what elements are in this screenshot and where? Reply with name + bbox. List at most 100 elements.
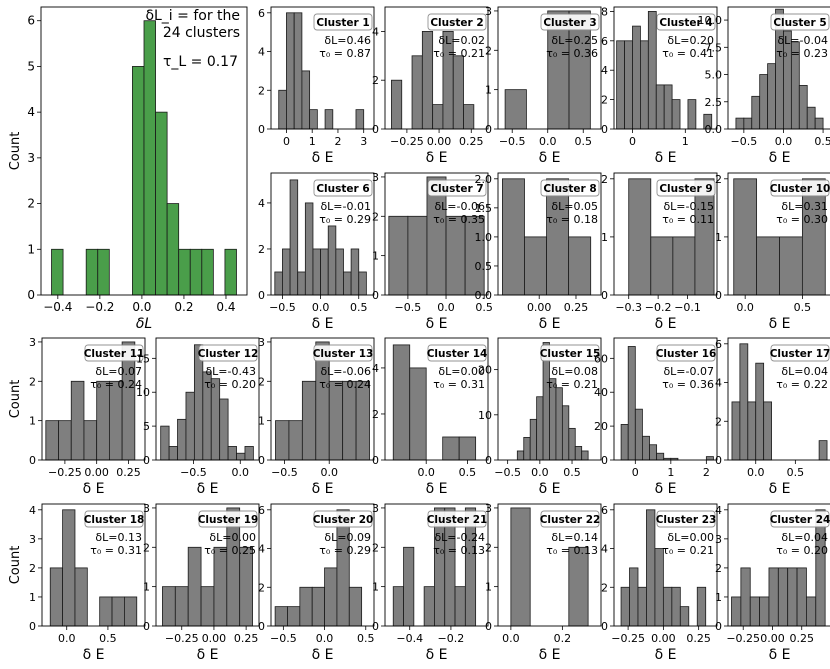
cluster-tau: τ₀ = 0.25 (204, 544, 256, 557)
histogram-bar (555, 387, 563, 461)
histogram-bar (166, 203, 180, 296)
histogram-bar (132, 66, 145, 296)
cluster-tau: τ₀ = 0.24 (90, 378, 142, 391)
y-tick-label: 4 (601, 543, 608, 556)
cluster-label: Cluster 20 (313, 514, 374, 526)
cluster-delta-l: δL=0.20 (667, 34, 714, 47)
cluster-tau: τ₀ = 0.20 (776, 544, 828, 557)
x-tick-label: 0.25 (564, 301, 589, 314)
y-tick-label: 2 (485, 541, 492, 554)
histogram-bar (185, 391, 195, 461)
x-tick-label: 0.0 (736, 301, 754, 314)
y-tick-label: 8 (601, 5, 608, 18)
histogram-bar (452, 55, 464, 130)
histogram-bar (324, 567, 338, 627)
y-tick-label: 0 (601, 123, 608, 136)
y-tick-label: 2 (372, 210, 379, 223)
x-tick-label: 0.00 (202, 632, 227, 645)
histogram-bar (324, 109, 334, 130)
y-tick-label: 15 (136, 352, 150, 365)
histogram-bar (529, 418, 538, 461)
histogram-bar (178, 248, 191, 296)
x-tick-label: 0.0 (747, 466, 765, 479)
x-tick-label: −0.2 (645, 301, 672, 314)
y-tick-label: 0 (601, 289, 608, 302)
histogram-bar (637, 586, 647, 627)
axes-frame (41, 337, 146, 461)
y-tick-label: 0 (485, 620, 492, 633)
x-tick-label: 0.25 (116, 466, 141, 479)
y-tick-label: 2 (601, 581, 608, 594)
cluster-badge (313, 179, 373, 197)
histogram-bar (524, 236, 547, 296)
axes-frame (613, 503, 718, 627)
x-tick-label: 0.00 (84, 466, 109, 479)
cluster-tau: τ₀ = 0.29 (319, 544, 371, 557)
cluster-label: Cluster 1 (316, 17, 369, 29)
x-tick-label: −0.2 (85, 300, 114, 314)
cluster-label: Cluster 5 (773, 17, 826, 29)
x-tick-label: −0.5 (270, 632, 297, 645)
histogram-bar (654, 548, 664, 627)
histogram-bar (642, 435, 650, 461)
histogram-bar (814, 117, 824, 130)
x-tick-label: 0.5 (814, 135, 830, 148)
x-tick-label: 2 (703, 466, 710, 479)
cluster-badge (84, 510, 144, 528)
y-tick-label: 1.0 (475, 231, 493, 244)
cluster-delta-l: δL=0.31 (781, 200, 828, 213)
cluster-delta-l: δL=0.46 (324, 34, 371, 47)
histogram-bar (634, 408, 643, 461)
histogram-bar (289, 179, 299, 296)
cluster-badge (656, 344, 716, 362)
x-axis-label: δ E (655, 150, 677, 166)
y-tick-label: 2 (601, 173, 608, 186)
x-tick-label: 0.5 (357, 632, 375, 645)
y-tick-label: 2.0 (475, 173, 493, 186)
y-tick-label: 1 (258, 415, 265, 428)
x-tick-label: 0.25 (234, 632, 259, 645)
histogram-bar (392, 344, 411, 461)
cluster-delta-l: δL=0.02 (438, 34, 485, 47)
axes-frame (497, 503, 602, 627)
y-tick-label: 3 (29, 533, 36, 546)
histogram-bar (174, 586, 189, 627)
y-tick-label: 3 (258, 336, 265, 349)
y-tick-label: 4 (372, 362, 379, 375)
main-annotation-line1: δL_i = for the (145, 8, 240, 24)
cluster-badge (656, 510, 716, 528)
x-tick-label: −0.5 (269, 301, 296, 314)
cluster-tau: τ₀ = 0.18 (546, 213, 598, 226)
cluster-tau: τ₀ = 0.31 (433, 378, 485, 391)
cluster-label: Cluster 3 (543, 17, 596, 29)
y-tick-label: 3 (27, 151, 35, 165)
y-tick-label: 1 (715, 231, 722, 244)
y-tick-label: 0 (258, 620, 265, 633)
cluster-tau: τ₀ = 0.11 (662, 213, 714, 226)
x-tick-label: 0.2 (174, 300, 193, 314)
histogram-bar (328, 380, 344, 461)
histogram-bar (288, 420, 303, 461)
cluster-histogram-24: −0.25 0.00 0.25 0 1 2 3 4 δ E Cluster 24 δL=0.04τ₀… (715, 503, 830, 663)
cluster-label: Cluster 21 (427, 514, 488, 526)
y-tick-label: 0.5 (475, 260, 493, 273)
histogram-bar (388, 215, 409, 296)
x-tick-label: 0.0 (502, 632, 520, 645)
cluster-delta-l: δL=-0.01 (320, 200, 371, 213)
cluster-label: Cluster 15 (540, 348, 601, 360)
cluster-delta-l: δL=-0.24 (434, 531, 485, 544)
histogram-bar (236, 452, 246, 461)
histogram-bar (358, 271, 367, 296)
histogram-bar (49, 567, 64, 627)
y-tick-label: 0 (27, 288, 35, 302)
histogram-bar (516, 450, 525, 461)
cluster-badge (540, 179, 600, 197)
y-tick-label: 4 (258, 543, 265, 556)
y-tick-label: 4 (258, 197, 265, 210)
cluster-delta-l: δL=0.05 (551, 200, 598, 213)
y-tick-label: 1 (372, 250, 379, 263)
